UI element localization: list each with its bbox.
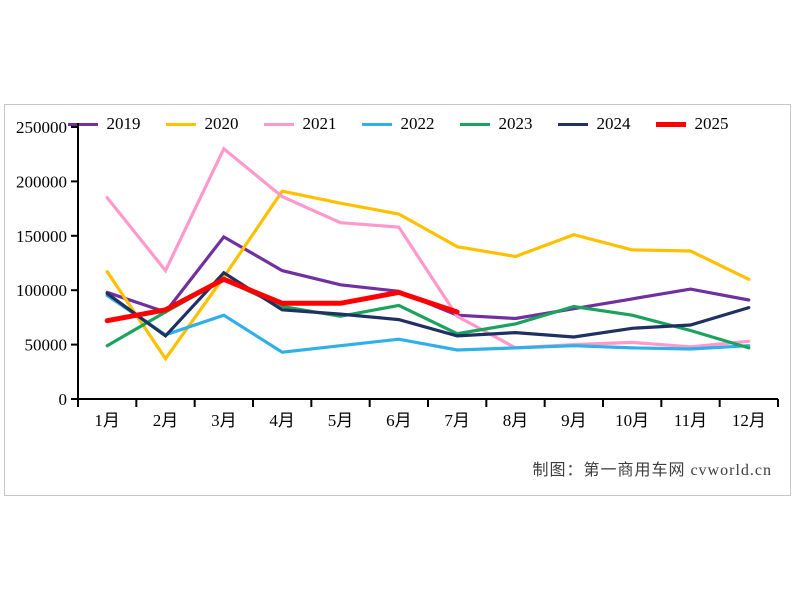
y-tick-label: 150000 — [16, 227, 67, 246]
legend-item-2024: 2024 — [557, 114, 631, 134]
legend-label: 2025 — [694, 114, 729, 133]
legend-label: 2020 — [204, 114, 239, 133]
legend-item-2025: 2025 — [655, 114, 729, 134]
series-line-2021 — [105, 146, 751, 350]
legend-swatch-2023 — [459, 122, 490, 126]
x-axis-label: 8月 — [503, 411, 529, 430]
legend-label: 2024 — [596, 114, 631, 133]
series-line-2025 — [104, 276, 460, 324]
legend-swatch-2019 — [67, 122, 98, 126]
legend-label: 2023 — [498, 114, 533, 133]
legend-item-2020: 2020 — [165, 114, 239, 134]
x-axis-label: 1月 — [94, 411, 120, 430]
legend-label: 2019 — [106, 114, 141, 133]
chart-credit: 制图：第一商用车网 cvworld.cn — [532, 462, 772, 479]
chart-panel — [4, 104, 791, 496]
y-tick-label: 200000 — [16, 172, 67, 191]
x-axis-label: 3月 — [211, 411, 237, 430]
y-tick-label: 50000 — [25, 336, 68, 355]
y-tick-label: 0 — [59, 390, 68, 409]
legend-label: 2022 — [400, 114, 435, 133]
legend-item-2021: 2021 — [263, 114, 337, 134]
x-axis-label: 2月 — [153, 411, 179, 430]
x-axis-label: 10月 — [615, 411, 649, 430]
x-axis-label: 6月 — [386, 411, 412, 430]
legend-item-2019: 2019 — [67, 114, 141, 134]
legend-label: 2021 — [302, 114, 337, 133]
legend-item-2023: 2023 — [459, 114, 533, 134]
legend-swatch-2022 — [361, 122, 392, 126]
legend-swatch-2021 — [263, 122, 294, 126]
legend-swatch-2020 — [165, 122, 196, 126]
y-tick-label: 100000 — [16, 281, 67, 300]
legend-swatch-2024 — [557, 122, 588, 126]
series-line-2022 — [105, 294, 751, 354]
x-axis-label: 12月 — [732, 411, 766, 430]
chart-legend: 2019 2020 2021 2022 2023 2024 2025 — [4, 114, 792, 134]
x-axis-label: 5月 — [328, 411, 354, 430]
series-line-2020 — [105, 189, 751, 362]
x-axis-label: 4月 — [269, 411, 295, 430]
x-axis-label: 7月 — [444, 411, 470, 430]
y-tick-label: 250000 — [16, 118, 67, 137]
legend-swatch-2025 — [655, 121, 686, 127]
legend-item-2022: 2022 — [361, 114, 435, 134]
x-axis-label: 9月 — [561, 411, 587, 430]
x-axis-label: 11月 — [674, 411, 707, 430]
